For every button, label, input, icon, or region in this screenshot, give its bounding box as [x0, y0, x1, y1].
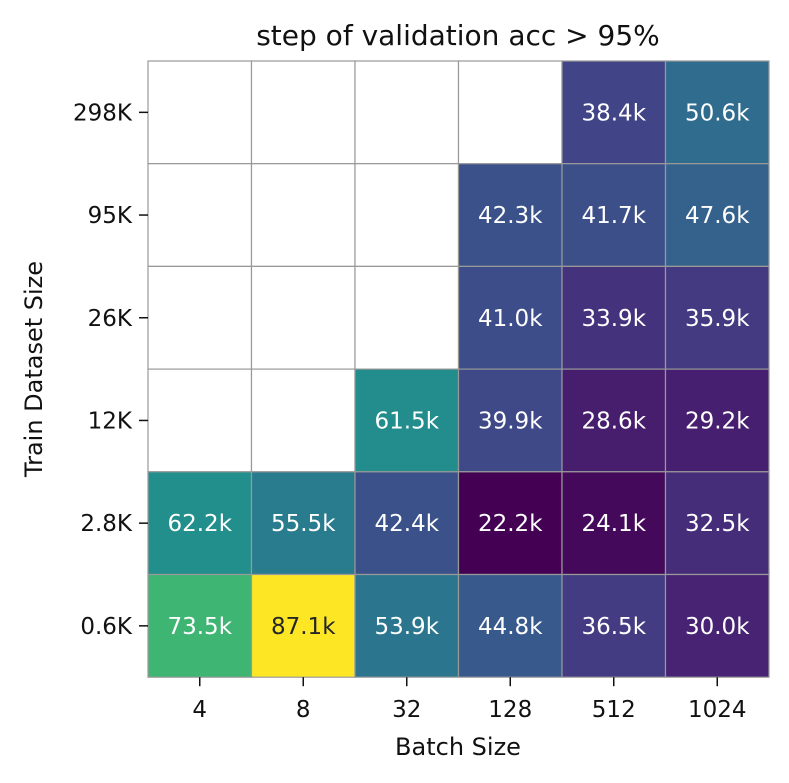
x-axis-ticks: 4 8 32 128 512 1024	[192, 677, 747, 723]
y-axis-label: Train Dataset Size	[20, 261, 48, 478]
heatmap-cell	[561, 471, 667, 576]
heatmap-cell	[664, 265, 770, 370]
heatmap-cell	[354, 573, 460, 678]
cell-value-label: 41.7k	[581, 203, 646, 229]
heatmap-cell	[457, 265, 563, 370]
heatmap-cells: 38.4k 50.6k 42.3k 41.7k 47.6k 41.0k 33.9k 35.9k…	[147, 60, 770, 678]
heatmap-cell	[147, 163, 253, 267]
heatmap-cell	[147, 60, 253, 165]
cell-value-label: 30.0k	[685, 614, 750, 640]
heatmap-cell	[561, 573, 667, 678]
cell-value-label: 28.6k	[581, 408, 646, 434]
y-tick-label: 95K	[88, 203, 133, 229]
cell-value-label: 47.6k	[685, 203, 750, 229]
heatmap-cell	[457, 60, 563, 165]
cell-value-label: 62.2k	[167, 511, 232, 537]
cell-value-label: 22.2k	[478, 511, 543, 537]
cell-value-label: 33.9k	[581, 306, 646, 332]
heatmap-cell	[250, 573, 356, 678]
x-tick-label: 8	[296, 697, 311, 723]
x-tick-label: 512	[592, 697, 636, 723]
heatmap-cell	[354, 265, 460, 370]
x-tick-label: 32	[392, 697, 421, 723]
heatmap-cell	[664, 471, 770, 576]
cell-value-label: 36.5k	[581, 614, 646, 640]
y-tick-label: 2.8K	[80, 511, 133, 537]
y-tick-label: 26K	[88, 306, 133, 332]
y-axis-ticks: 298K 95K 26K 12K 2.8K 0.6K	[73, 100, 148, 640]
heatmap-cell	[664, 60, 770, 165]
heatmap-cell	[561, 60, 667, 165]
cell-value-label: 24.1k	[581, 511, 646, 537]
heatmap-cell	[250, 60, 356, 165]
heatmap-cell	[457, 163, 563, 267]
heatmap-cell	[250, 163, 356, 267]
heatmap-cell	[147, 471, 253, 576]
heatmap-cell	[664, 368, 770, 473]
heatmap-cell	[147, 368, 253, 473]
heatmap-cell	[147, 265, 253, 370]
heatmap-cell	[457, 471, 563, 576]
heatmap-cell	[354, 163, 460, 267]
cell-value-label: 55.5k	[271, 511, 336, 537]
x-tick-label: 4	[192, 697, 207, 723]
heatmap-cell	[664, 163, 770, 267]
heatmap-cell	[664, 573, 770, 678]
cell-value-label: 50.6k	[685, 100, 750, 126]
y-tick-label: 0.6K	[80, 614, 133, 640]
cell-value-label: 42.3k	[478, 203, 543, 229]
cell-value-label: 32.5k	[685, 511, 750, 537]
heatmap-cell	[147, 573, 253, 678]
heatmap-cell	[354, 60, 460, 165]
cell-value-label: 41.0k	[478, 306, 543, 332]
chart-title: step of validation acc > 95%	[256, 19, 660, 52]
x-axis-label: Batch Size	[395, 733, 521, 761]
cell-value-label: 61.5k	[374, 408, 439, 434]
heatmap-cell	[250, 265, 356, 370]
cell-value-label: 53.9k	[374, 614, 439, 640]
cell-value-label: 42.4k	[374, 511, 439, 537]
heatmap-cell	[250, 471, 356, 576]
cell-value-label: 87.1k	[271, 614, 336, 640]
cell-value-label: 38.4k	[581, 100, 646, 126]
heatmap-cell	[457, 368, 563, 473]
cell-value-label: 35.9k	[685, 306, 750, 332]
cell-value-label: 73.5k	[167, 614, 232, 640]
x-tick-label: 128	[488, 697, 532, 723]
cell-value-label: 39.9k	[478, 408, 543, 434]
heatmap-cell	[457, 573, 563, 678]
heatmap-cell	[561, 163, 667, 267]
cell-value-label: 44.8k	[478, 614, 543, 640]
y-tick-label: 12K	[88, 408, 133, 434]
x-tick-label: 1024	[688, 697, 747, 723]
cell-value-label: 29.2k	[685, 408, 750, 434]
y-tick-label: 298K	[73, 100, 133, 126]
heatmap-cell	[250, 368, 356, 473]
